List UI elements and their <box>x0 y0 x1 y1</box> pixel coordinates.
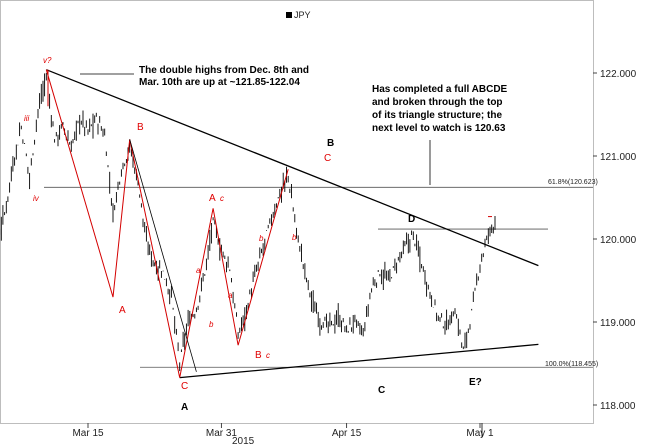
wave-label-E-black: E? <box>469 377 482 388</box>
wave-label-c-small-2: c <box>266 351 270 360</box>
plot-frame <box>0 0 594 424</box>
wave-label-B-red-2: B <box>255 350 262 361</box>
wave-label-b-small-2: b <box>259 234 264 243</box>
x-tick-label: Mar 31 <box>206 428 238 439</box>
price-bars <box>0 72 496 372</box>
double-highs-line-2: Mar. 10th are up at ~121.85-122.04 <box>139 77 300 88</box>
legend-swatch <box>286 12 292 18</box>
wave-label-A-red-2: A <box>209 193 216 204</box>
x-tick-label: Apr 15 <box>332 428 362 439</box>
y-tick-label: 121.000 <box>600 152 637 163</box>
x-tick-label: Mar 15 <box>72 428 104 439</box>
completed-line-4: next level to watch is 120.63 <box>372 123 506 134</box>
wave-label-b-small-1: b <box>209 320 214 329</box>
wave-label-B-black: B <box>327 138 334 149</box>
fib-618-label: 61.8%(120.623) <box>548 179 598 186</box>
x-axis: Mar 15 Mar 31 Apr 15 May 1 <box>72 423 494 439</box>
wave-label-D-black: D <box>408 214 415 225</box>
legend-label: JPY <box>294 10 311 20</box>
y-tick-label: 120.000 <box>600 235 637 246</box>
legend: JPY <box>286 10 311 20</box>
wave-lines <box>45 69 539 437</box>
x-year-label: 2015 <box>232 436 255 447</box>
fib-100-label: 100.0%(118.455) <box>545 361 598 368</box>
wave-label-C-red-2: C <box>324 153 331 164</box>
wave-label-v: v? <box>43 56 52 65</box>
y-tick-label: 119.000 <box>600 318 636 329</box>
wave-label-A-red-1: A <box>119 305 126 316</box>
completed-line-1: Has completed a full ABCDE <box>372 84 508 95</box>
wave-label-a-small-1: a <box>196 266 201 275</box>
wave-label-a-small-2: a <box>228 291 233 300</box>
wave-label-A-black: A <box>181 402 188 413</box>
wave-label-C-black: C <box>378 385 385 396</box>
black-wave-line <box>129 139 197 372</box>
triangle-upper-line <box>46 69 539 267</box>
triangle-lower-line <box>179 343 539 379</box>
reference-lines <box>44 186 593 368</box>
wave-label-c-small-1: c <box>220 194 224 203</box>
x-tick-label: May 1 <box>466 428 494 439</box>
completed-line-3: of its triangle structure; the <box>372 110 502 121</box>
y-tick-label: 122.000 <box>600 69 637 80</box>
red-wave-line <box>45 69 289 378</box>
wave-label-iv: iv <box>33 194 40 203</box>
wave-label-b-small-3: b <box>292 233 297 242</box>
wave-label-iii: iii <box>24 114 30 123</box>
y-tick-label: 118.000 <box>600 401 636 412</box>
wave-label-C-red-1: C <box>181 381 188 392</box>
double-highs-line-1: The double highs from Dec. 8th and <box>139 65 309 76</box>
wave-label-B-red-1: B <box>137 122 144 133</box>
completed-line-2: and broken through the top <box>372 97 503 108</box>
y-axis: 122.000 121.000 120.000 119.000 118.000 <box>593 69 637 412</box>
